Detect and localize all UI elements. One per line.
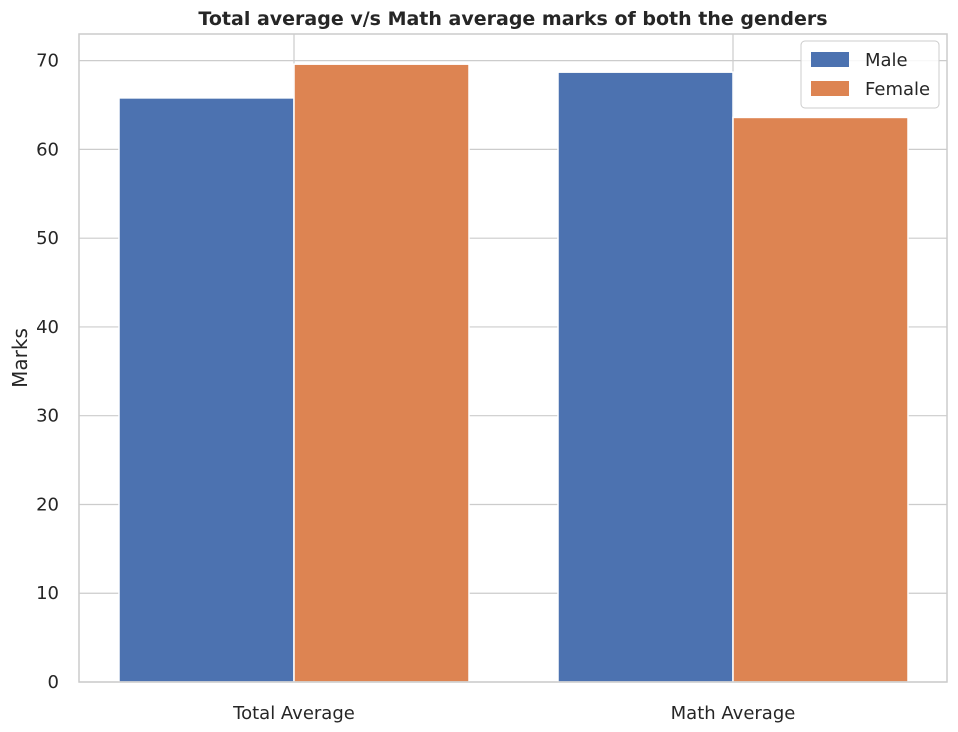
legend-entry: Female: [865, 79, 930, 100]
bar: [293, 63, 470, 683]
y-axis-label: Marks: [8, 328, 32, 388]
y-tick-label: 20: [36, 494, 59, 515]
y-tick-labels: 0 10 20 30 40 50 60 70: [36, 51, 59, 693]
y-tick-label: 10: [36, 583, 59, 604]
y-tick-label: 0: [48, 672, 59, 693]
legend-swatch: [811, 81, 849, 96]
x-tick-label: Math Average: [671, 703, 796, 724]
bar: [732, 116, 909, 683]
y-tick-label: 40: [36, 317, 59, 338]
x-tick-labels: Total Average Math Average: [232, 703, 795, 724]
chart-title: Total average v/s Math average marks of …: [198, 8, 827, 30]
y-tick-label: 60: [36, 139, 59, 160]
legend-swatch: [811, 52, 849, 67]
legend: Male Female: [800, 40, 940, 109]
legend-entry: Male: [865, 50, 908, 71]
plot-frame: [78, 33, 948, 683]
y-tick-label: 50: [36, 228, 59, 249]
y-tick-label: 70: [36, 51, 59, 72]
y-tick-label: 30: [36, 406, 59, 427]
bar: [118, 97, 295, 683]
bar: [557, 71, 734, 683]
bars: [118, 63, 909, 683]
x-tick-label: Total Average: [232, 703, 355, 724]
